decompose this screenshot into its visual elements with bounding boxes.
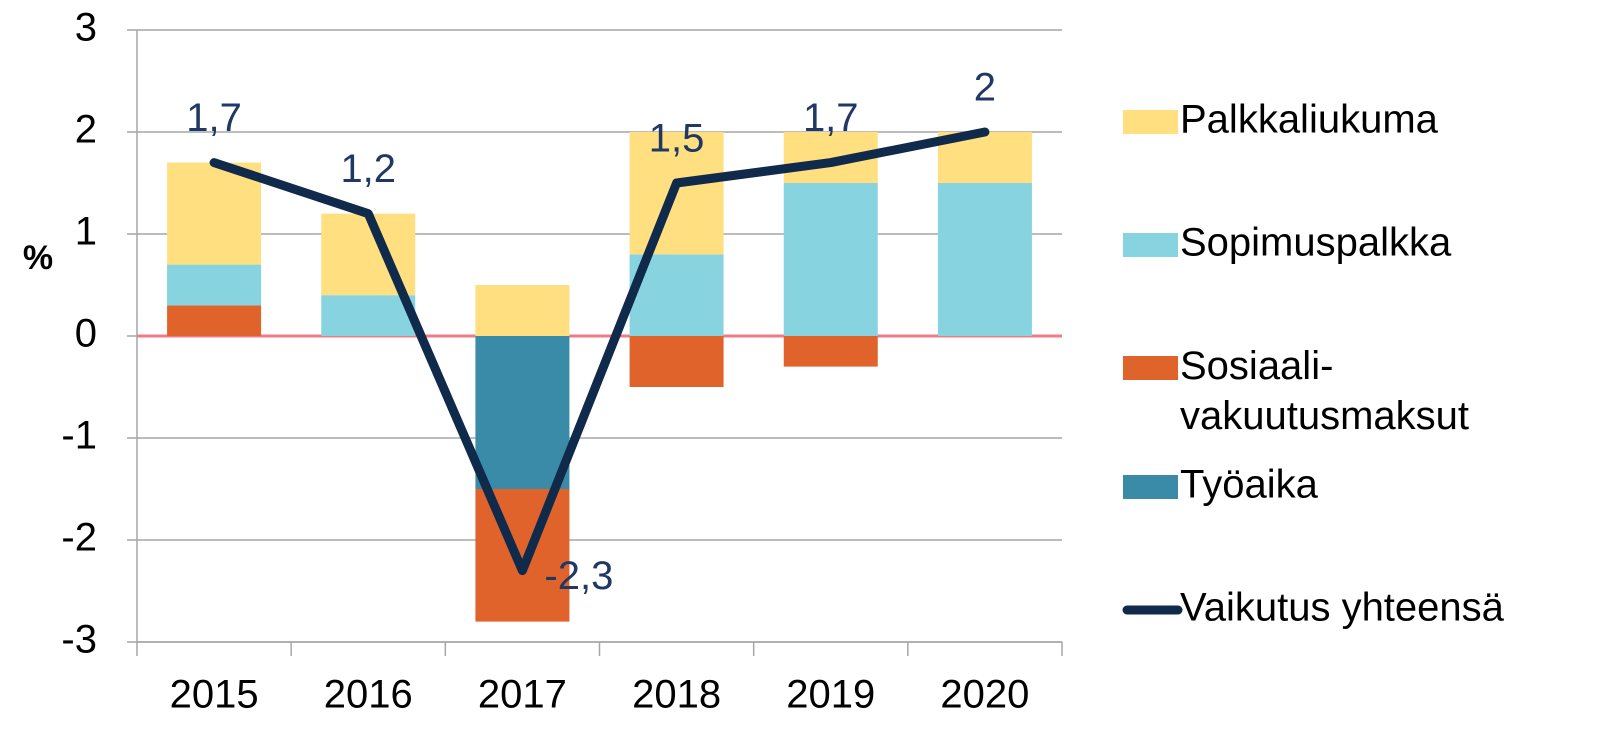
bar-segment: [475, 336, 570, 489]
bar-segment: [783, 336, 878, 367]
data-label: 1,7: [803, 96, 859, 140]
y-tick-label: 1: [75, 210, 97, 254]
legend-label: Palkkaliukuma: [1180, 98, 1439, 142]
legend-label: Työaika: [1180, 463, 1319, 507]
x-tick-label: 2015: [170, 673, 259, 717]
x-tick-label: 2018: [632, 673, 721, 717]
bar-segment: [321, 295, 416, 336]
y-tick-label: 2: [75, 108, 97, 152]
bar-segment: [475, 489, 570, 622]
x-tick-label: 2020: [940, 673, 1029, 717]
y-tick-label: -3: [61, 618, 97, 662]
data-label: 1,7: [186, 96, 242, 140]
bar-segment: [167, 162, 262, 265]
y-tick-label: 0: [75, 312, 97, 356]
legend-swatch: [1123, 475, 1178, 499]
data-label: -2,3: [544, 554, 613, 598]
bar-segment: [937, 183, 1032, 336]
y-tick-label: 3: [75, 6, 97, 50]
legend-label: Vaikutus yhteensä: [1180, 586, 1505, 630]
legend-swatch: [1123, 110, 1178, 134]
x-tick-label: 2016: [324, 673, 413, 717]
x-tick-label: 2019: [786, 673, 875, 717]
y-tick-label: -2: [61, 516, 97, 560]
legend-swatch: [1123, 356, 1178, 380]
bar-segment: [167, 305, 262, 336]
bar-segment: [629, 336, 724, 387]
legend-label: Sosiaali-vakuutusmaksut: [1180, 344, 1469, 438]
data-label: 2: [974, 66, 996, 110]
data-label: 1,5: [649, 117, 705, 161]
legend-swatch: [1123, 233, 1178, 257]
y-axis-label: %: [23, 239, 53, 277]
bar-segment: [167, 264, 262, 306]
bar-segment: [783, 183, 878, 336]
legend-label: Sopimuspalkka: [1180, 221, 1452, 265]
total-line: [209, 127, 990, 576]
data-label: 1,2: [340, 147, 396, 191]
y-tick-label: -1: [61, 414, 97, 458]
bar-segment: [475, 285, 570, 336]
x-tick-label: 2017: [478, 673, 567, 717]
